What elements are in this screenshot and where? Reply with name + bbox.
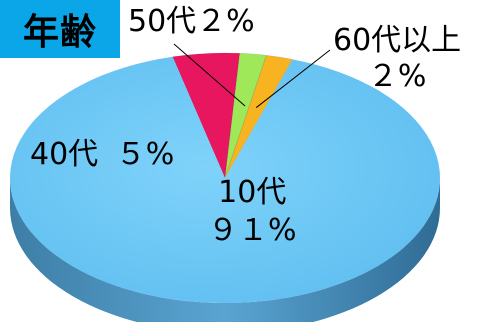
leader-60 [255,49,331,108]
slice-60 [224,55,294,179]
label-50-category: 50代 [128,4,197,39]
label-50-percent: ２% [196,4,255,39]
leader-50 [173,43,246,107]
slice-50 [224,52,267,179]
label-40-percent: ５% [115,137,175,172]
chart-title-box: 年齢 [0,0,120,58]
slice-10 [9,56,440,303]
label-40: 40代 ５% [30,140,174,170]
label-40-category: 40代 [30,137,99,172]
label-60: 60代以上 ２% [333,26,461,92]
chart-title: 年齢 [22,12,97,53]
label-50: 50代２% [128,7,255,37]
label-10-category: 10代 [218,175,287,210]
label-60-category: 60代以上 [333,23,462,58]
label-10-percent: ９１% [208,213,297,248]
slice-40 [172,52,241,180]
label-60-percent: ２% [367,59,427,94]
label-10: 10代 ９１% [208,178,297,246]
